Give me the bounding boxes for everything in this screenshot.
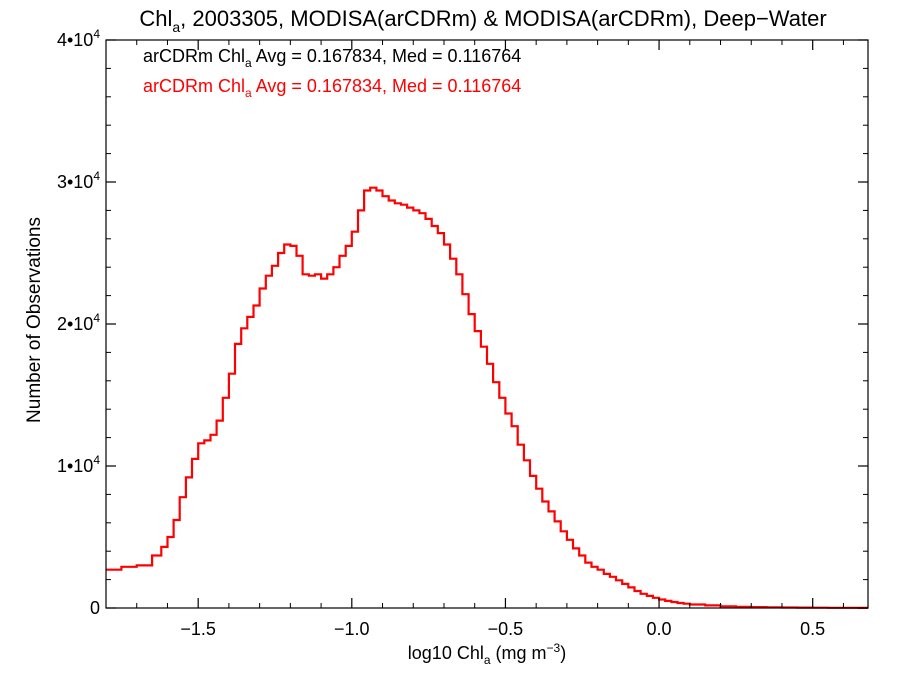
y-tick-label: 3•104 [57, 169, 100, 192]
legend: arCDRm Chla Avg = 0.167834, Med = 0.1167… [143, 46, 521, 100]
legend-entry-2: arCDRm Chla Avg = 0.167834, Med = 0.1167… [143, 76, 521, 100]
x-tick-label: 0.5 [800, 619, 825, 639]
y-tick-label: 2•104 [57, 311, 100, 334]
series-line [106, 186, 868, 609]
x-axis: −1.5 −1.0 −0.5 0.0 0.5 [136, 40, 844, 639]
x-axis-label: log10 Chla (mg m−3) [408, 641, 566, 667]
x-tick-label: 0.0 [647, 619, 672, 639]
x-tick-label: −1.0 [334, 619, 370, 639]
y-axis-label: Number of Observations [24, 217, 45, 423]
plot-frame [105, 39, 869, 609]
y-tick-label: 1•104 [57, 453, 100, 476]
y-tick-label: 0 [90, 598, 100, 618]
y-axis: 0 1•104 2•104 3•104 4•104 [57, 27, 868, 618]
x-tick-label: −1.5 [180, 619, 216, 639]
x-tick-label: −0.5 [488, 619, 524, 639]
y-tick-label: 4•104 [57, 27, 100, 50]
legend-entry-1: arCDRm Chla Avg = 0.167834, Med = 0.1167… [143, 46, 521, 70]
chart-title: Chla, 2003305, MODISA(arCDRm) & MODISA(a… [139, 6, 826, 35]
